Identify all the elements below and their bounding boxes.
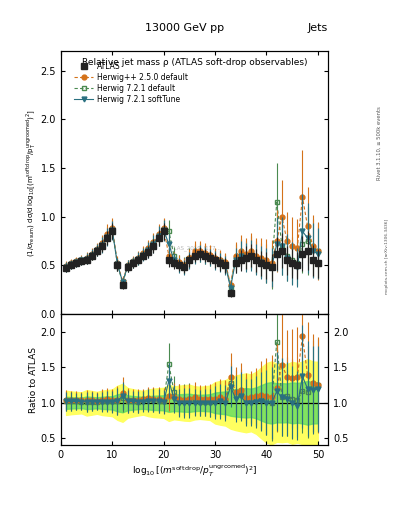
Legend: ATLAS, Herwig++ 2.5.0 default, Herwig 7.2.1 default, Herwig 7.2.1 softTune: ATLAS, Herwig++ 2.5.0 default, Herwig 7.… [73,60,190,105]
X-axis label: $\log_{10}[(m^{\rm soft\,drop}/p_T^{\rm ungroomed})^2]$: $\log_{10}[(m^{\rm soft\,drop}/p_T^{\rm … [132,463,257,479]
Text: Relative jet mass ρ (ATLAS soft-drop observables): Relative jet mass ρ (ATLAS soft-drop obs… [82,58,307,67]
Text: mcplots.cern.ch [arXiv:1306.3436]: mcplots.cern.ch [arXiv:1306.3436] [385,219,389,293]
Y-axis label: Ratio to ATLAS: Ratio to ATLAS [29,347,38,413]
Text: Jets: Jets [308,23,328,33]
Text: 13000 GeV pp: 13000 GeV pp [145,23,224,33]
Y-axis label: $(1/\sigma_{\rm resum})\ \rm d\sigma/d\,log_{10}[(m^{\rm soft\,drop}/p_T^{\rm un: $(1/\sigma_{\rm resum})\ \rm d\sigma/d\,… [24,109,38,257]
Text: Rivet 3.1.10, ≥ 500k events: Rivet 3.1.10, ≥ 500k events [377,106,382,180]
Text: ATLAS_2019_I177...: ATLAS_2019_I177... [167,245,222,251]
